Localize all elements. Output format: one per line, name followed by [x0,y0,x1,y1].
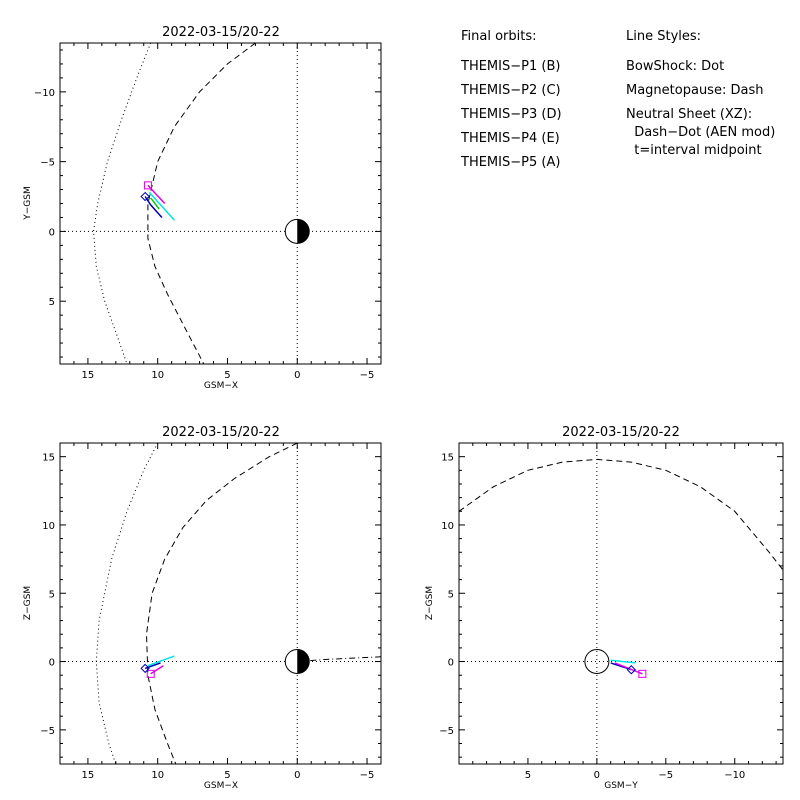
legend: Final orbits: THEMIS−P1 (B) THEMIS−P2 (C… [460,29,775,170]
orbit-end-square-marker [146,669,155,678]
y-tick-label: 0 [448,658,454,669]
panel-yz-ylabel: Z−GSM [425,586,435,620]
panel-xy-xlabel: GSM−X [204,381,238,391]
orbit-end-diamond-marker [140,191,150,202]
panel-xz: 2022-03-15/20-22 GSM−X Z−GSM 15 10 5 0 −5 −5 0… [23,425,382,791]
x-tick-label: 5 [525,770,531,781]
x-tick-label: 5 [224,370,230,381]
panel-xz-title: 2022-03-15/20-22 [162,425,280,440]
panel-yz-plotarea [459,443,783,764]
x-tick-label: 5 [224,770,230,781]
orbit-end-diamond-marker [140,663,150,674]
y-tick-label: 5 [49,297,55,308]
y-tick-label: −5 [439,726,454,737]
panel-xz-ticks: 15 10 5 0 −5 −5 0 5 10 15 [40,442,382,781]
y-tick-label: 15 [42,453,55,464]
neutral-sheet-line [297,656,381,663]
y-tick-label: 5 [448,589,454,600]
y-tick-label: 5 [49,589,55,600]
bow-shock-line [92,43,152,364]
x-tick-label: −10 [724,770,745,781]
panel-xy-ticks: 15 10 5 0 −5 −10 −5 0 5 [34,43,382,381]
panel-xy-ylabel: Y−GSM [23,186,33,221]
orbit-end-square-marker [638,669,647,678]
legend-style-dash-dot: Dash−Dot (AEN mod) [626,125,775,140]
panel-xz-plotarea [60,443,381,764]
orbit-end-square-marker [143,181,152,190]
y-tick-label: 0 [49,658,55,669]
magnetopause-line [145,443,298,764]
y-tick-label: 10 [42,521,55,532]
x-tick-label: 0 [294,370,300,381]
y-tick-label: 0 [49,227,55,238]
x-tick-label: −5 [360,770,375,781]
y-tick-label: −5 [40,726,55,737]
panel-yz: 2022-03-15/20-22 GSM−Y Z−GSM 5 0 −5 −10−505… [425,425,784,791]
panel-xy-title: 2022-03-15/20-22 [162,25,280,40]
panel-yz-xlabel: GSM−Y [604,781,638,791]
legend-orbit-p4: THEMIS−P4 (E) [460,131,560,146]
panel-xz-frame [59,442,382,765]
legend-style-bowshock: BowShock: Dot [626,59,724,74]
legend-orbit-p2: THEMIS−P2 (C) [460,83,561,98]
y-tick-label: 10 [441,521,454,532]
orbit-trace [150,197,160,210]
x-tick-label: 10 [151,370,164,381]
y-tick-label: −5 [40,158,55,169]
magnetopause-line [147,43,256,364]
y-tick-label: −10 [34,88,55,99]
legend-style-magnetopause: Magnetopause: Dash [626,83,763,98]
x-tick-label: 0 [594,770,600,781]
x-tick-label: 15 [82,370,95,381]
panel-yz-frame [458,442,784,765]
x-tick-label: 0 [294,770,300,781]
x-tick-label: 15 [82,770,95,781]
earth-nightside [297,649,310,674]
orbit-trace [150,665,164,675]
legend-styles-title: Line Styles: [626,29,701,44]
panel-xy-frame [59,42,382,365]
panel-xz-xlabel: GSM−X [204,781,238,791]
x-tick-label: −5 [360,370,375,381]
orbit-trace [148,191,175,221]
x-tick-label: 10 [151,770,164,781]
legend-style-neutral-sheet: Neutral Sheet (XZ): [626,107,752,122]
legend-orbit-p3: THEMIS−P3 (D) [460,107,562,122]
legend-orbit-p5: THEMIS−P5 (A) [460,155,560,170]
orbit-end-diamond-marker [626,665,637,675]
earth-circle [584,649,610,675]
legend-orbits-title: Final orbits: [461,29,537,44]
orbit-trace [147,655,175,667]
y-tick-label: 15 [441,453,454,464]
legend-style-midpoint: t=interval midpoint [626,143,762,158]
earth-nightside [297,219,310,244]
bow-shock-line [95,443,159,764]
panel-xy: 2022-03-15/20-22 GSM−X Y−GSM 15 10 5 0 −5 −10… [23,25,382,391]
magnetopause-line [459,458,783,571]
panel-xz-ylabel: Z−GSM [23,586,33,620]
panel-yz-title: 2022-03-15/20-22 [562,425,680,440]
legend-orbit-p1: THEMIS−P1 (B) [460,59,560,74]
panel-yz-ticks: 5 0 −5 −10 −5 0 5 10 15 [439,442,783,781]
orbit-trace [610,659,636,664]
x-tick-label: −5 [658,770,673,781]
panel-xy-plotarea [60,43,381,364]
